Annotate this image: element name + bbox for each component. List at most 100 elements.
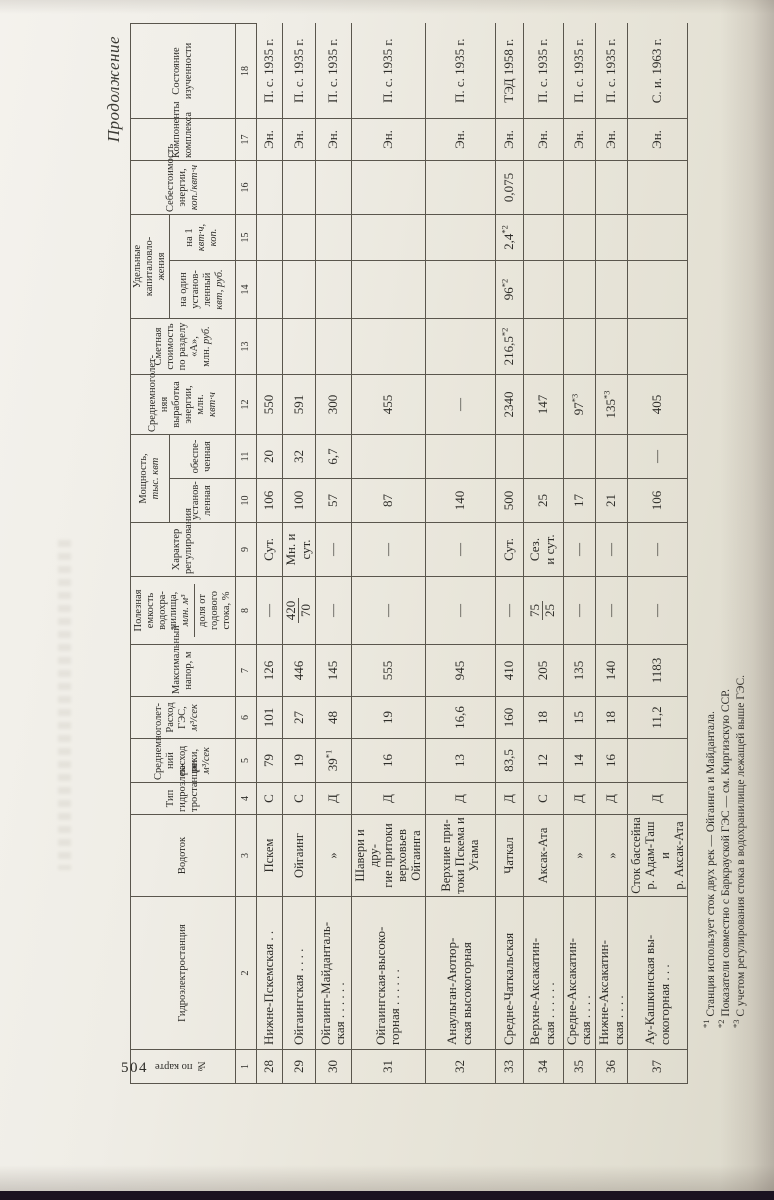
ink-bleed-ghost (58, 540, 71, 870)
column-header: Характер регулирования (130, 508, 236, 577)
cell-col-18: П. с. 1935 г. (351, 23, 426, 119)
cell-col-14: 96*2 (495, 260, 524, 319)
cell-col-9: Мн. и сут. (282, 522, 316, 577)
vertical-header-text: № по карте (155, 1061, 207, 1073)
cell-col-4: С (256, 782, 283, 815)
cell-map-number: 28 (256, 1049, 283, 1084)
cell-col-8: — (351, 576, 426, 645)
cell-col-7: 945 (425, 644, 496, 697)
column-number-row: 1 2 3 4 5 6 7 8 9 10 11 12 13 14 15 16 17 18 (235, 23, 257, 1084)
cell-col-7: 205 (523, 644, 564, 697)
cell-col-7: 410 (495, 644, 524, 697)
cell-col-4: Д (425, 782, 496, 815)
page-number: 504 (121, 1060, 148, 1076)
cell-station-name: Ойгаинг-Майданталь-ская . . . . . . (315, 896, 352, 1050)
cell-col-10: 21 (595, 478, 628, 523)
cell-col-14 (351, 260, 426, 319)
cell-station-name: Верхне-Аксакатин-ская . . . . . . (523, 896, 564, 1050)
cell-col-7: 145 (315, 644, 352, 697)
cell-col-17: Эн. (425, 118, 496, 161)
cell-col-15 (315, 214, 352, 261)
cell-col-18: П. с. 1935 г. (595, 23, 628, 119)
rotated-table-sheet: Продолжение № по карте Гидроэлектростанци… (104, 22, 747, 1084)
cell-col-11: 32 (282, 434, 316, 479)
column-number: 12 (235, 374, 257, 435)
cell-col-4: С (282, 782, 316, 815)
cell-map-number: 29 (282, 1049, 316, 1084)
column-header: Компоненты комплекса (130, 101, 236, 161)
cell-col-10: 140 (425, 478, 496, 523)
column-subheader: на один установ-ленный квт, руб. (169, 260, 236, 319)
cell-col-9: — (351, 522, 426, 577)
cell-col-16 (256, 160, 283, 215)
cell-col-13 (425, 318, 496, 375)
hydro-stations-table: № по карте Гидроэлектростанция Водоток Тип … (130, 22, 688, 1084)
cell-col-15 (351, 214, 426, 261)
cell-col-8: 75 25 (523, 576, 564, 645)
cell-col-13 (256, 318, 283, 375)
cell-col-16: 0,075 (495, 160, 524, 215)
cell-col-15 (563, 214, 596, 261)
footnote: *1 Станция использует сток двух рек — Ой… (700, 711, 717, 1028)
cell-col-6: 101 (256, 696, 283, 739)
column-header: Себестоимость энергии, коп./квт·ч (130, 144, 236, 215)
cell-col-5: 13 (425, 738, 496, 783)
cell-col-12: 97*3 (563, 374, 596, 435)
cell-col-9: Сез. и сут. (523, 522, 564, 577)
column-number: 10 (235, 478, 257, 523)
cell-col-4: Д (627, 782, 688, 815)
cell-col-12: 135*3 (595, 374, 628, 435)
column-number: 1 (235, 1049, 257, 1084)
column-number: 2 (235, 896, 257, 1050)
cell-col-6: 16,6 (425, 696, 496, 739)
cell-col-5: 39*1 (315, 738, 352, 783)
station-row-33: 33 Средне-Чаткальская Чаткал Д 83,5 160 410— Су… (495, 23, 524, 1084)
cell-col-8: — (563, 576, 596, 645)
cell-col-7: 135 (563, 644, 596, 697)
cell-watercourse: » (315, 814, 352, 897)
cell-col-16 (595, 160, 628, 215)
column-header: Водоток (130, 814, 236, 897)
cell-col-11 (563, 434, 596, 479)
cell-watercourse: » (595, 814, 628, 897)
page-curl-shadow (720, 0, 774, 1200)
station-row-34: 34 Верхне-Аксакатин-ская . . . . . . Аксак… (523, 23, 564, 1084)
cell-col-9: Сут. (495, 522, 524, 577)
cell-col-13 (595, 318, 628, 375)
cell-station-name: Анаульган-Аютюр-ская высокогорная (425, 896, 496, 1050)
cell-col-6: 15 (563, 696, 596, 739)
cell-col-6: 18 (595, 696, 628, 739)
cell-col-15 (256, 214, 283, 261)
column-subheader: установ-ленная (169, 478, 236, 523)
cell-col-13 (627, 318, 688, 375)
cell-watercourse: Сток бассейна р. Адам-Таш и р. Аксак-Ата (627, 814, 688, 897)
cell-col-10: 87 (351, 478, 426, 523)
cell-watercourse: Шавери и дру-гие притоки верховьев Ойгаинг… (351, 814, 426, 897)
cell-watercourse: Ойгаинг (282, 814, 316, 897)
cell-col-10: 106 (256, 478, 283, 523)
cell-station-name: Средне-Аксакатин-ская . . . . (563, 896, 596, 1050)
cell-map-number: 34 (523, 1049, 564, 1084)
cell-col-11 (523, 434, 564, 479)
cell-col-17: Эн. (627, 118, 688, 161)
cell-col-12: — (425, 374, 496, 435)
cell-col-8: 420 70 (282, 576, 316, 645)
cell-col-6: 18 (523, 696, 564, 739)
station-row-31: 31 Ойгаингская-высоко-горная . . . . . .Ш… (351, 23, 426, 1084)
cell-station-name: Ойгаингская-высоко-горная . . . . . . (351, 896, 426, 1050)
cell-col-18: П. с. 1935 г. (282, 23, 316, 119)
cell-col-17: Эн. (563, 118, 596, 161)
cell-col-5: 83,5 (495, 738, 524, 783)
cell-col-11 (425, 434, 496, 479)
station-row-37: 37 Ау-Кашкинская вы-сокогорная . . . Сток … (627, 23, 688, 1084)
cell-col-11 (595, 434, 628, 479)
column-number: 14 (235, 260, 257, 319)
cell-col-16 (315, 160, 352, 215)
cell-col-18: П. с. 1935 г. (256, 23, 283, 119)
cell-col-4: Д (595, 782, 628, 815)
cell-col-14 (315, 260, 352, 319)
cell-col-16 (563, 160, 596, 215)
cell-col-5: 14 (563, 738, 596, 783)
cell-col-13 (563, 318, 596, 375)
cell-col-12: 2340 (495, 374, 524, 435)
